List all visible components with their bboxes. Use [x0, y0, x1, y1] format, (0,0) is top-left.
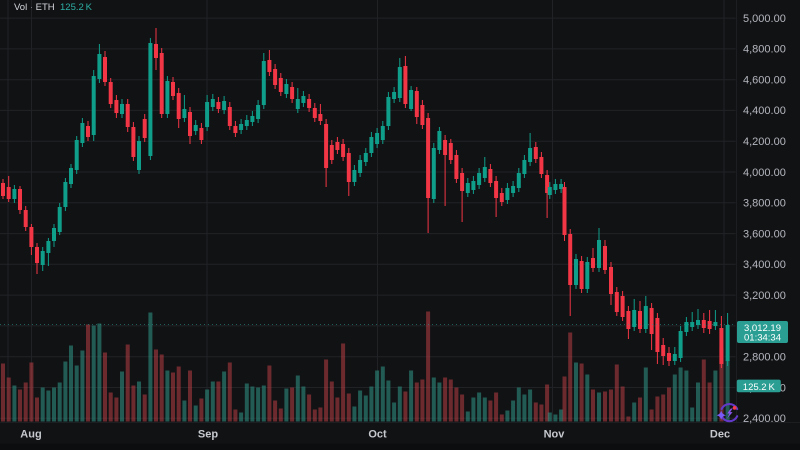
- svg-text:Nov: Nov: [544, 429, 566, 441]
- svg-text:3,800.00: 3,800.00: [743, 198, 786, 210]
- svg-text:125.2 K: 125.2 K: [743, 382, 776, 393]
- svg-text:4,400.00: 4,400.00: [743, 105, 786, 117]
- svg-text:125.2 K: 125.2 K: [60, 2, 93, 13]
- svg-text:4,200.00: 4,200.00: [743, 136, 786, 148]
- svg-text:4,800.00: 4,800.00: [743, 44, 786, 56]
- svg-text:Sep: Sep: [198, 429, 218, 441]
- svg-text:2,800.00: 2,800.00: [743, 352, 786, 364]
- svg-text:Aug: Aug: [20, 429, 41, 441]
- svg-text:5,000.00: 5,000.00: [743, 13, 786, 25]
- svg-text:3,200.00: 3,200.00: [743, 290, 786, 302]
- svg-text:Oct: Oct: [368, 429, 387, 441]
- svg-text:4,000.00: 4,000.00: [743, 167, 786, 179]
- svg-text:3,600.00: 3,600.00: [743, 228, 786, 240]
- svg-text:4,600.00: 4,600.00: [743, 75, 786, 87]
- svg-text:Vol · ETH: Vol · ETH: [14, 2, 55, 13]
- svg-text:01:34:34: 01:34:34: [744, 332, 781, 343]
- svg-text:3,400.00: 3,400.00: [743, 259, 786, 271]
- svg-text:2,400.00: 2,400.00: [743, 413, 786, 425]
- svg-text:Dec: Dec: [710, 429, 730, 441]
- svg-text:3,012.19: 3,012.19: [744, 323, 781, 334]
